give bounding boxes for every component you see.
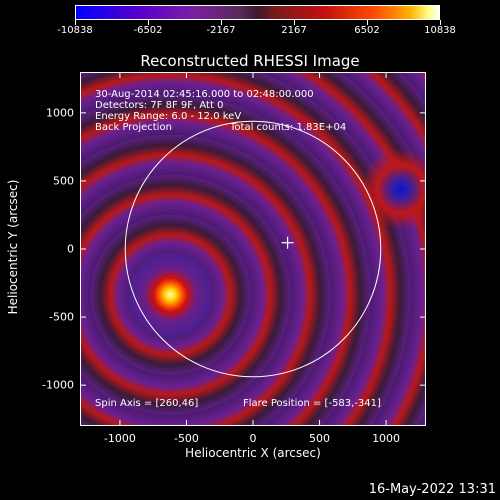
x-axis-ticks bbox=[119, 72, 387, 426]
x-tick-label: 500 bbox=[309, 432, 331, 445]
colorbar-tick-label: -6502 bbox=[133, 25, 163, 36]
colorbar-tick-mark bbox=[366, 20, 368, 25]
colorbar-tick-mark bbox=[75, 20, 76, 25]
heatmap-image bbox=[80, 72, 426, 426]
colorbar bbox=[75, 5, 440, 20]
info-energy: Energy Range: 6.0 - 12.0 keV bbox=[95, 111, 242, 122]
colorbar-tick-label: -2167 bbox=[206, 25, 236, 36]
info-detectors: Detectors: 7F 8F 9F, Att 0 bbox=[95, 100, 224, 111]
y-tick-label: -1000 bbox=[42, 378, 74, 392]
info-time: 30-Aug-2014 02:45:16.000 to 02:48:00.000 bbox=[95, 89, 314, 100]
solar-disk-circle bbox=[124, 120, 382, 378]
info-spin-axis: Spin Axis = [260,46] bbox=[95, 398, 199, 409]
colorbar-tick-mark bbox=[293, 20, 295, 25]
y-tick-label: 500 bbox=[53, 174, 74, 188]
x-tick-label: 1000 bbox=[372, 432, 401, 445]
y-axis-ticks bbox=[80, 112, 426, 386]
y-tick-label: 1000 bbox=[46, 106, 74, 120]
y-axis-label: Heliocentric Y (arcsec) bbox=[6, 179, 20, 315]
flare-marker-cross bbox=[281, 236, 294, 249]
colorbar-tick-mark bbox=[440, 20, 441, 25]
colorbar-tick-label: -10838 bbox=[57, 25, 93, 36]
plot-overlay bbox=[80, 72, 426, 426]
x-tick-label: -500 bbox=[173, 432, 199, 445]
footer-date: 16-May-2022 13:31 bbox=[368, 482, 496, 497]
y-tick-label: 0 bbox=[67, 242, 74, 256]
info-counts: Total counts: 1.83E+04 bbox=[230, 122, 347, 133]
y-tick-label: -500 bbox=[49, 310, 74, 324]
info-flare-position: Flare Position = [-583,-341] bbox=[243, 398, 381, 409]
colorbar-tick-label: 2167 bbox=[281, 25, 307, 36]
colorbar-tick-mark bbox=[221, 20, 222, 25]
x-tick-label: 0 bbox=[249, 432, 257, 445]
x-axis-label: Heliocentric X (arcsec) bbox=[185, 446, 321, 460]
x-tick-label: -1000 bbox=[103, 432, 136, 445]
colorbar-tick-label: 6502 bbox=[354, 25, 380, 36]
chart-title: Reconstructed RHESSI Image bbox=[140, 52, 360, 70]
colorbar-tick-label: 10838 bbox=[424, 25, 456, 36]
info-method: Back Projection bbox=[95, 122, 172, 133]
colorbar-tick-mark bbox=[148, 20, 149, 25]
